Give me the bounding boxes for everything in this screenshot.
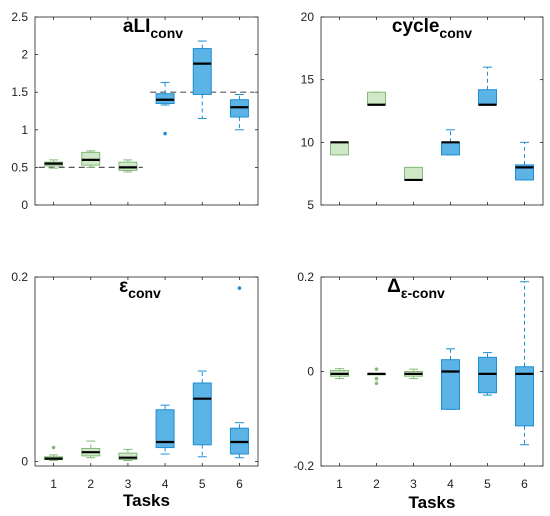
iqr-box (441, 359, 460, 410)
x-axis-label: Tasks (409, 493, 456, 512)
y-tick-label: 2 (21, 48, 28, 62)
x-tick-label: 1 (336, 477, 343, 491)
plot-frame (320, 16, 544, 206)
box-task-6 (229, 286, 249, 459)
box-task-3 (118, 159, 138, 173)
chart-title: cycleconv (392, 16, 472, 41)
chart-title-main: aLI (123, 16, 150, 37)
box-task-1 (44, 159, 64, 169)
x-tick-label: 6 (236, 477, 243, 491)
chart-panel-1: 0 0.5 1 1.5 2 2.5 aLIconv (11, 10, 259, 212)
chart-title-main: Δ (387, 276, 401, 297)
box-task-6 (229, 93, 249, 131)
outlier-point (51, 445, 56, 450)
iqr-box (478, 356, 497, 394)
box-task-6 (515, 141, 534, 181)
outlier-point (374, 381, 379, 386)
chart-title-subscript: conv (150, 25, 183, 41)
chart-title: aLIconv (123, 16, 183, 41)
outlier-point (163, 131, 167, 136)
box-task-2 (81, 440, 101, 459)
iqr-box (118, 161, 138, 171)
y-tick-label: 0 (307, 365, 314, 379)
chart-panel-3: 0 0.2 1 2 3 4 5 6 εconv Tasks (11, 270, 259, 510)
box-task-2 (367, 367, 386, 386)
iqr-box (404, 166, 423, 181)
box-task-5 (478, 66, 497, 106)
plot-frame (34, 276, 259, 467)
x-tick-label: 6 (521, 477, 528, 491)
outlier-point (374, 376, 379, 381)
iqr-box (229, 99, 249, 118)
iqr-box (192, 382, 212, 446)
iqr-box (330, 141, 349, 156)
x-tick-label: 5 (199, 477, 206, 491)
x-tick-label: 3 (125, 477, 132, 491)
x-tick-label: 2 (87, 477, 94, 491)
x-tick-label: 1 (50, 477, 57, 491)
y-tick-label: 15 (301, 73, 315, 87)
iqr-box (441, 141, 460, 156)
y-tick-label: 1 (21, 123, 28, 137)
y-tick-label: 2.5 (11, 10, 28, 24)
x-axis-label: Tasks (123, 491, 170, 510)
iqr-box (515, 366, 534, 427)
y-tick-label: 0.2 (11, 270, 28, 284)
iqr-box (192, 48, 212, 95)
box-task-4 (155, 81, 175, 136)
box-task-4 (155, 404, 175, 455)
box-task-1 (330, 368, 349, 380)
chart-title-main: cycle (392, 16, 440, 37)
box-task-3 (404, 368, 423, 380)
chart-panel-4: -0.2 0 0.2 1 2 3 4 5 6 Δε-conv Tasks (293, 270, 544, 512)
iqr-box (367, 91, 386, 106)
y-tick-label: 0.5 (11, 160, 28, 174)
box-task-5 (478, 352, 497, 396)
y-tick-label: 1.5 (11, 85, 28, 99)
box-task-5 (192, 40, 212, 120)
box-task-4 (441, 348, 460, 410)
plot-frame (34, 16, 259, 206)
iqr-box (81, 151, 101, 166)
box-task-3 (404, 166, 423, 182)
x-tick-label: 4 (447, 477, 454, 491)
box-task-4 (441, 129, 460, 156)
x-tick-label: 4 (162, 477, 169, 491)
y-tick-label: 10 (301, 135, 315, 149)
chart-title: εconv (119, 276, 161, 301)
box-task-5 (192, 370, 212, 458)
box-task-1 (330, 141, 349, 156)
y-tick-label: 5 (307, 198, 314, 212)
box-task-3 (118, 448, 138, 461)
x-tick-label: 5 (484, 477, 491, 491)
box-task-2 (367, 91, 386, 106)
box-task-2 (81, 150, 101, 168)
iqr-box (515, 164, 534, 181)
chart-title-subscript: ε-conv (401, 285, 445, 301)
chart-panel-2: 5 10 15 20 cycleconv (301, 10, 544, 212)
iqr-box (478, 89, 497, 106)
iqr-box (155, 409, 175, 449)
chart-title: Δε-conv (387, 276, 445, 301)
x-tick-label: 3 (410, 477, 417, 491)
plot-frame (320, 276, 544, 467)
outlier-point (374, 367, 379, 371)
iqr-box (155, 93, 175, 104)
y-tick-label: 0.2 (297, 270, 314, 284)
outlier-point (237, 286, 242, 290)
box-task-6 (515, 281, 534, 446)
y-tick-label: 0 (21, 198, 28, 212)
box-task-1 (44, 445, 64, 461)
y-tick-label: 20 (301, 10, 315, 24)
iqr-box (118, 452, 138, 461)
y-tick-label: -0.2 (293, 459, 314, 473)
y-tick-label: 0 (21, 454, 28, 468)
chart-title-subscript: conv (439, 25, 472, 41)
chart-title-subscript: conv (128, 285, 161, 301)
chart-title-main: ε (119, 276, 128, 297)
x-tick-label: 2 (373, 477, 380, 491)
